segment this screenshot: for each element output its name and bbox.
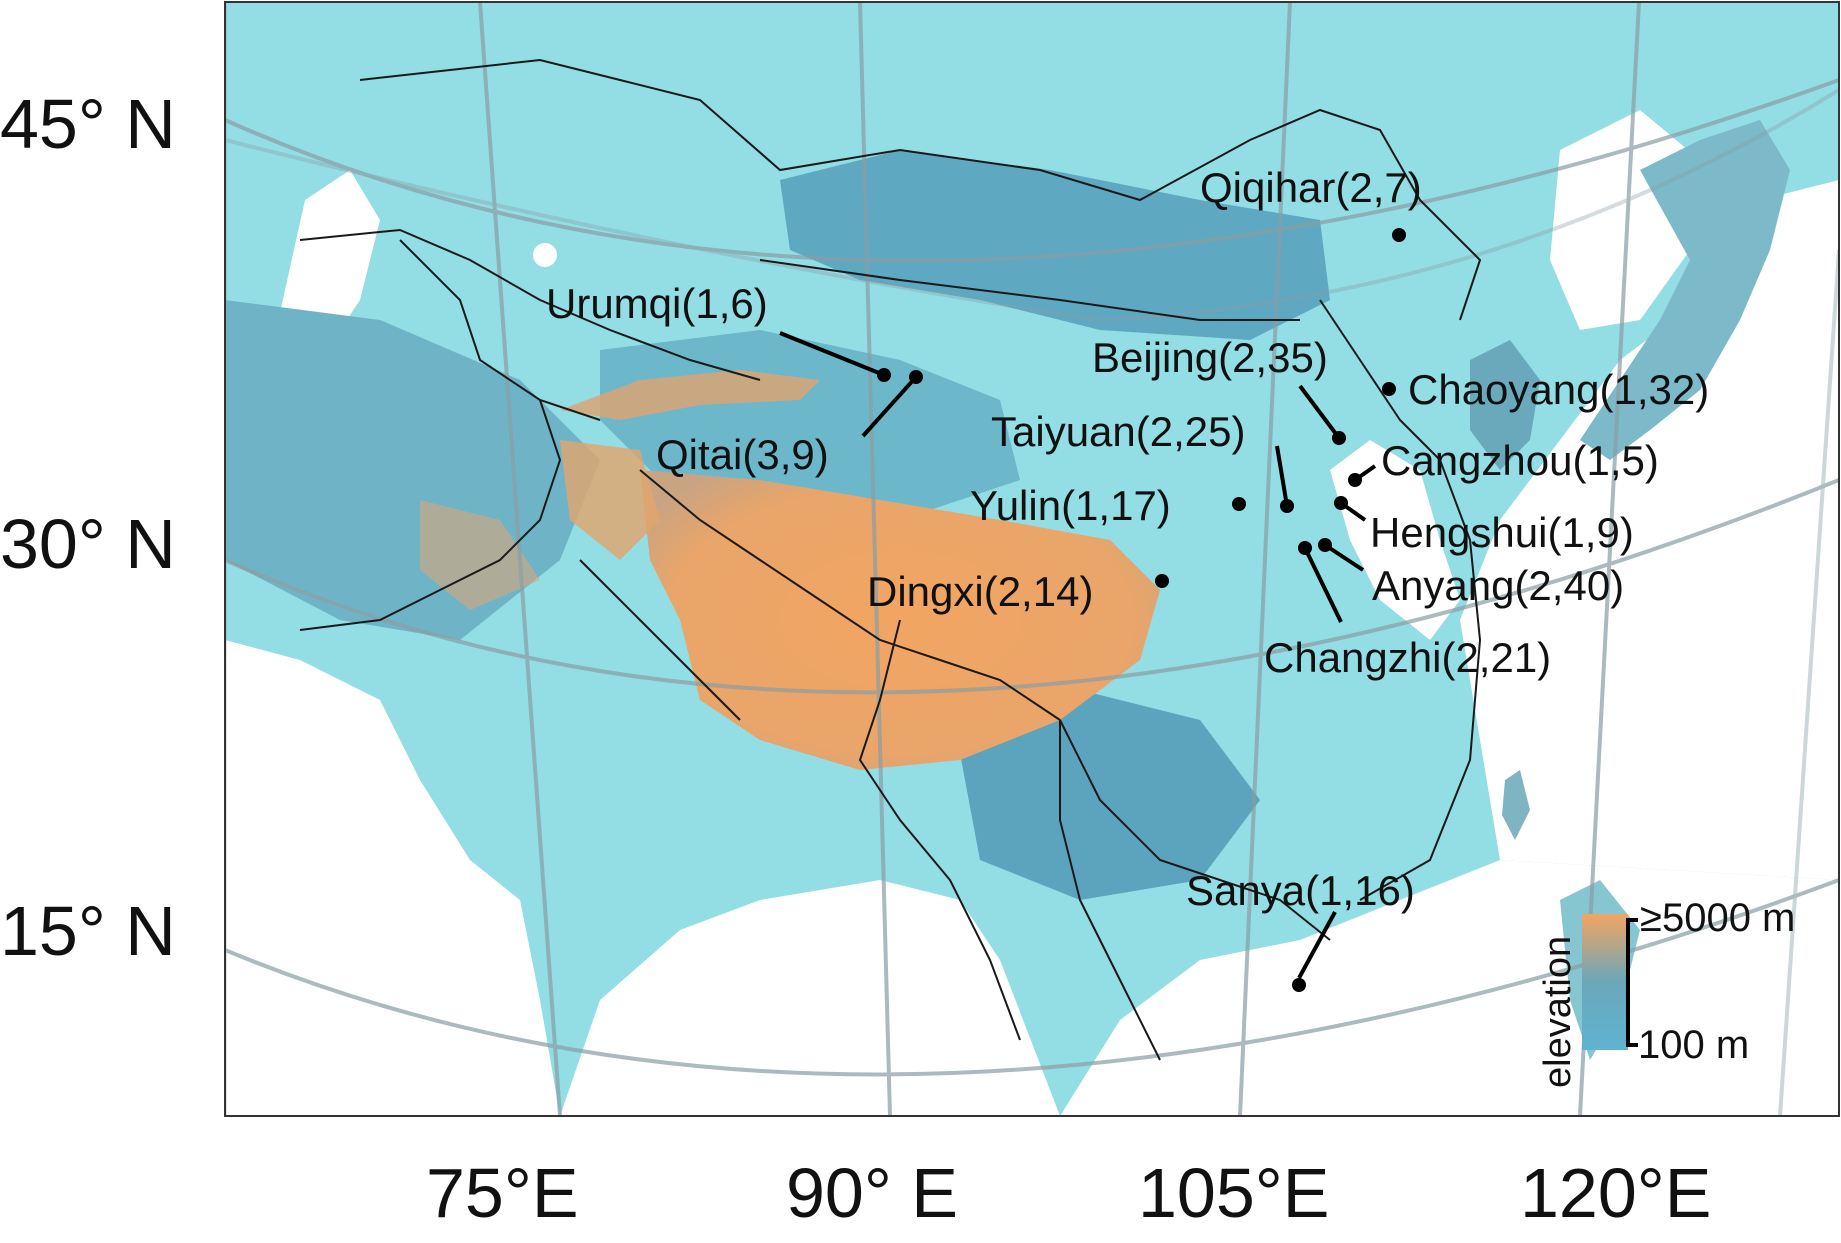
lon-label-75: 75°E [426,1154,579,1232]
label-dingxi: Dingxi(2,14) [867,568,1093,615]
marker-urumqi [877,368,891,382]
legend-title: elevation [1537,936,1579,1088]
zagros [420,500,540,610]
lat-label-15: 15° N [0,892,176,970]
marker-hengshui [1334,496,1348,510]
marker-qitai [909,370,923,384]
marker-taiyuan [1280,499,1294,513]
tianshan [560,370,820,420]
country-borders [299,58,1482,1061]
lon-label-105: 105°E [1138,1154,1329,1232]
marker-cangzhou [1348,473,1362,487]
label-taiyuan: Taiyuan(2,25) [991,408,1245,455]
japan [1580,120,1790,460]
mongolian-plateau [780,150,1330,340]
marker-beijing [1332,431,1346,445]
hindukush [560,440,660,560]
marker-chaoyang [1382,382,1396,396]
label-cangzhou: Cangzhou(1,5) [1381,437,1659,484]
label-yulin: Yulin(1,17) [970,482,1171,529]
indian-ocean [225,640,560,1116]
site-markers [877,228,1406,992]
label-qitai: Qitai(3,9) [656,431,829,478]
label-hengshui: Hengshui(1,9) [1370,509,1634,556]
marker-dingxi [1155,574,1169,588]
bay-of-bengal [560,880,1060,1116]
yunnan-hills [950,690,1260,900]
legend-min-label: 100 m [1638,1023,1749,1067]
map-panel [225,2,1839,1116]
legend-max-label: ≥5000 m [1640,896,1795,940]
legend-colorbar [1582,914,1628,1050]
pacific [1460,180,1839,880]
label-anyang: Anyang(2,40) [1372,562,1624,609]
marker-anyang [1318,538,1332,552]
aral-sea [533,243,557,267]
south-china-sea [1060,860,1839,1116]
legend-bracket [1626,918,1638,1047]
label-urumqi: Urumqi(1,6) [546,280,768,327]
leader-lines [779,331,1377,979]
lat-label-30: 30° N [0,505,176,583]
lon-label-90: 90° E [786,1154,958,1232]
marker-yulin [1232,497,1246,511]
map-frame [224,1,1840,1117]
marker-changzhi [1298,541,1312,555]
label-changzhi: Changzhi(2,21) [1264,634,1551,681]
marker-qiqihar [1392,228,1406,242]
taiwan [1502,770,1530,840]
label-sanya: Sanya(1,16) [1186,867,1415,914]
elevation-legend: elevation ≥5000 m 100 m [1537,896,1795,1088]
label-beijing: Beijing(2,35) [1092,334,1328,381]
label-chaoyang: Chaoyang(1,32) [1408,366,1709,413]
korea [1470,340,1540,470]
label-qiqihar: Qiqihar(2,7) [1200,164,1422,211]
yellow-sea [1330,440,1460,640]
marker-sanya [1292,978,1306,992]
site-labels: Urumqi(1,6) Qitai(3,9) Qiqihar(2,7) Beij… [546,164,1709,914]
lat-label-45: 45° N [0,85,176,163]
lon-label-120: 120°E [1520,1154,1711,1232]
